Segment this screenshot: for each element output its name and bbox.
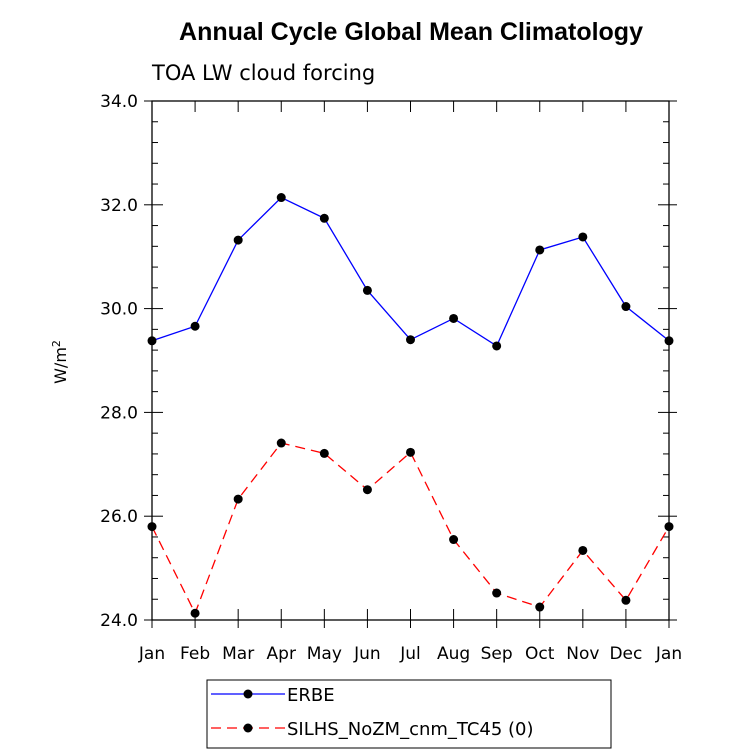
data-point — [621, 595, 631, 605]
data-point — [621, 302, 631, 312]
y-tick-label: 34.0 — [100, 92, 138, 112]
legend-label: SILHS_NoZM_cnm_TC45 (0) — [287, 719, 534, 740]
data-point — [406, 335, 415, 345]
data-point — [492, 341, 502, 351]
data-point — [664, 522, 674, 532]
legend-marker — [243, 689, 253, 699]
data-point — [664, 336, 674, 346]
y-tick-label: 28.0 — [100, 403, 138, 423]
data-point — [492, 588, 502, 598]
x-tick-label: Jan — [138, 644, 165, 664]
legend-label: ERBE — [287, 685, 335, 706]
data-point — [190, 321, 200, 331]
x-axis: Jan Feb Mar Apr May Jun Jul Aug Sep Oct Nov Dec Jan — [138, 101, 682, 664]
data-point — [319, 213, 329, 223]
data-point — [147, 336, 157, 346]
y-axis-label: W/m2 — [50, 340, 70, 384]
x-tick-label: Sep — [481, 644, 513, 664]
y-tick-label: 26.0 — [100, 507, 138, 527]
legend-marker — [243, 723, 253, 733]
data-point — [535, 245, 545, 255]
chart-title: Annual Cycle Global Mean Climatology — [179, 18, 643, 46]
x-tick-label: Dec — [609, 644, 642, 664]
data-point — [276, 193, 286, 203]
data-point — [362, 485, 372, 495]
y-axis: 24.0 26.0 28.0 30.0 32.0 34.0 — [100, 92, 677, 631]
series-line-1 — [151, 442, 670, 615]
data-point — [190, 608, 200, 618]
data-point — [233, 235, 243, 245]
x-tick-label: Aug — [437, 644, 470, 664]
data-point — [449, 535, 459, 545]
series-line-0 — [151, 196, 670, 347]
data-point — [406, 447, 415, 457]
y-tick-label: 32.0 — [100, 196, 138, 216]
data-point — [319, 448, 329, 458]
data-point — [276, 438, 286, 448]
legend: ERBE SILHS_NoZM_cnm_TC45 (0) — [206, 679, 612, 749]
data-point — [578, 545, 588, 555]
data-point — [535, 602, 545, 612]
plot-frame — [151, 100, 670, 621]
x-tick-label: Jan — [655, 644, 682, 664]
x-tick-label: Nov — [566, 644, 599, 664]
data-point — [578, 232, 588, 242]
x-tick-label: Apr — [267, 644, 296, 664]
y-tick-label: 24.0 — [100, 611, 138, 631]
data-point — [147, 522, 157, 532]
y-tick-label: 30.0 — [100, 300, 138, 320]
chart-subtitle: TOA LW cloud forcing — [151, 61, 375, 85]
series-layer — [147, 193, 674, 618]
x-tick-label: Jun — [353, 644, 381, 664]
x-tick-label: Feb — [180, 644, 210, 664]
plot-border — [151, 100, 670, 621]
x-tick-label: Jul — [399, 644, 421, 664]
data-point — [233, 494, 243, 504]
legend-box — [206, 679, 612, 749]
x-tick-label: Oct — [525, 644, 555, 664]
x-tick-label: Mar — [222, 644, 254, 664]
data-point — [449, 313, 459, 323]
x-tick-label: May — [307, 644, 342, 664]
data-point — [362, 285, 372, 295]
